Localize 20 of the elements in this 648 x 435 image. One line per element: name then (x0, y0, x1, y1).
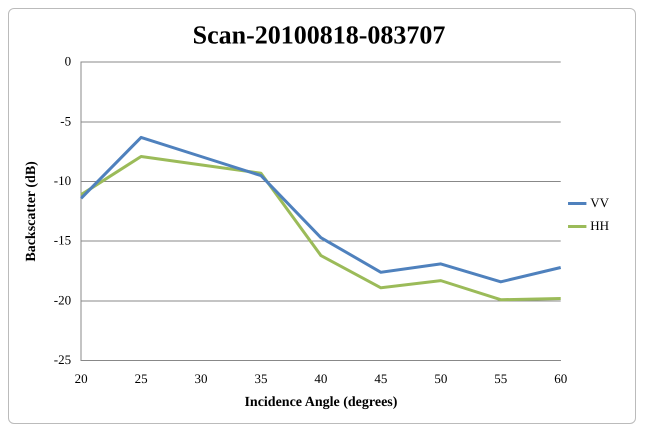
chart-title: Scan-20100818-083707 (192, 20, 446, 50)
y-axis-title: Backscatter (dB) (24, 160, 40, 262)
legend-label: VV (590, 194, 610, 210)
x-tick-label: 50 (434, 370, 448, 386)
legend-label: HH (590, 218, 610, 233)
x-tick-label: 20 (74, 370, 88, 386)
x-tick-label: 55 (494, 370, 508, 386)
y-tick-label: -20 (54, 292, 72, 308)
y-tick-label: -10 (54, 172, 72, 188)
y-tick-label: -25 (54, 352, 72, 368)
x-axis-title: Incidence Angle (degrees) (244, 395, 398, 410)
x-tick-label: 45 (374, 370, 388, 386)
x-tick-label: 30 (194, 370, 208, 386)
y-tick-label: 0 (64, 54, 72, 69)
x-tick-label: 25 (134, 370, 148, 386)
x-tick-label: 40 (314, 370, 328, 386)
x-tick-label: 35 (254, 370, 268, 386)
y-tick-label: -15 (54, 232, 72, 248)
y-tick-label: -5 (60, 113, 72, 128)
x-tick-label: 60 (554, 370, 568, 386)
